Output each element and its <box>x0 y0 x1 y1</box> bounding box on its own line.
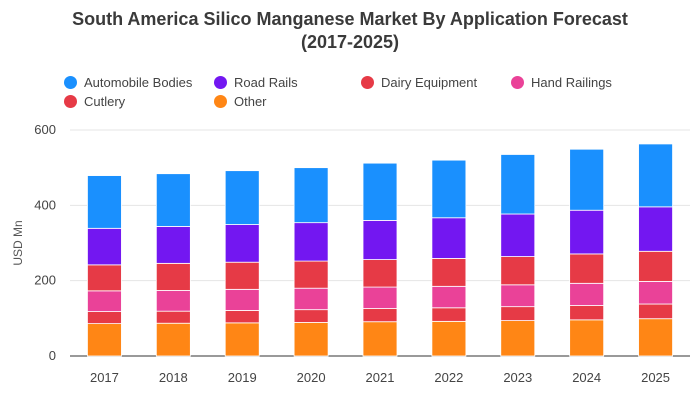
legend-swatch-icon <box>64 76 77 89</box>
bar-segment-dairy-equipment <box>500 256 536 286</box>
bar-segment-road-rails <box>87 227 122 266</box>
legend-item-other: Other <box>214 94 267 109</box>
x-tick-label: 2019 <box>228 370 257 385</box>
bar-segment-other <box>224 322 260 357</box>
bar-segment-road-rails <box>569 209 605 255</box>
bar-segment-dairy-equipment <box>638 250 673 282</box>
bar-segment-cutlery <box>362 308 398 323</box>
y-axis-title: USD Mn <box>11 220 25 265</box>
legend-label: Road Rails <box>234 75 298 90</box>
bar-segment-road-rails <box>155 226 191 264</box>
bar-segment-road-rails <box>224 224 260 263</box>
chart-title-line-1: South America Silico Manganese Market By… <box>72 9 628 29</box>
bar-segment-automobile-bodies <box>293 167 329 224</box>
legend-item-hand-railings: Hand Railings <box>511 75 612 90</box>
bar-segment-road-rails <box>638 206 673 252</box>
bar-segment-hand-railings <box>431 285 467 309</box>
legend-label: Other <box>234 94 267 109</box>
chart-legend: Automobile Bodies Road Rails Dairy Equipme… <box>64 75 664 115</box>
bar-segment-road-rails <box>362 219 398 260</box>
bar-segment-dairy-equipment <box>431 258 467 287</box>
bar-segment-hand-railings <box>87 290 122 312</box>
bar-segment-cutlery <box>569 305 605 321</box>
bar-segment-hand-railings <box>155 290 191 312</box>
bar-segment-cutlery <box>500 306 536 321</box>
bar-segment-automobile-bodies <box>569 148 605 211</box>
legend-item-dairy-equipment: Dairy Equipment <box>361 75 477 90</box>
bar-segment-hand-railings <box>638 281 673 305</box>
bar-segment-automobile-bodies <box>362 162 398 221</box>
bar-segment-other <box>638 318 673 357</box>
bar-segment-dairy-equipment <box>224 261 260 290</box>
bar-segment-road-rails <box>431 217 467 259</box>
bar-segment-other <box>155 322 191 357</box>
x-tick-label: 2022 <box>434 370 463 385</box>
bar-segment-automobile-bodies <box>638 143 673 208</box>
chart-title-line-2: (2017-2025) <box>300 32 400 52</box>
bar-segment-dairy-equipment <box>569 253 605 284</box>
bar-segment-automobile-bodies <box>87 175 122 229</box>
bar-segment-other <box>569 319 605 357</box>
bar-segment-cutlery <box>87 311 122 325</box>
bar-segment-other <box>431 320 467 357</box>
bar-segment-hand-railings <box>293 287 329 311</box>
bar-segment-hand-railings <box>500 284 536 308</box>
bar-segment-automobile-bodies <box>500 154 536 215</box>
legend-swatch-icon <box>511 76 524 89</box>
bar-segment-hand-railings <box>362 286 398 309</box>
x-tick-label: 2017 <box>90 370 119 385</box>
legend-swatch-icon <box>361 76 374 89</box>
legend-label: Automobile Bodies <box>84 75 193 90</box>
y-tick-label: 0 <box>49 348 56 363</box>
bar-segment-other <box>362 321 398 357</box>
bar-segment-automobile-bodies <box>431 159 467 219</box>
bar-segment-dairy-equipment <box>87 264 122 292</box>
bar-segment-cutlery <box>224 310 260 324</box>
y-tick-label: 400 <box>34 197 56 212</box>
bar-segment-dairy-equipment <box>362 259 398 288</box>
legend-item-cutlery: Cutlery <box>64 94 125 109</box>
bar-segment-hand-railings <box>224 288 260 311</box>
y-tick-label: 600 <box>34 122 56 137</box>
legend-swatch-icon <box>64 95 77 108</box>
x-tick-label: 2023 <box>503 370 532 385</box>
x-tick-label: 2018 <box>159 370 188 385</box>
bar-segment-other <box>293 322 329 357</box>
bar-segment-automobile-bodies <box>155 173 191 227</box>
legend-item-automobile-bodies: Automobile Bodies <box>64 75 192 90</box>
y-tick-label: 200 <box>34 273 56 288</box>
bar-segment-automobile-bodies <box>224 170 260 225</box>
bar-segment-cutlery <box>155 310 191 324</box>
x-tick-label: 2025 <box>641 370 670 385</box>
bar-segment-other <box>87 323 122 357</box>
bar-segment-cutlery <box>293 309 329 323</box>
x-tick-label: 2020 <box>297 370 326 385</box>
bar-segment-dairy-equipment <box>293 260 329 289</box>
bar-segment-other <box>500 320 536 357</box>
legend-swatch-icon <box>214 76 227 89</box>
bar-segment-hand-railings <box>569 282 605 306</box>
x-tick-label: 2024 <box>572 370 601 385</box>
bar-segment-dairy-equipment <box>155 262 191 291</box>
legend-label: Cutlery <box>84 94 126 109</box>
legend-swatch-icon <box>214 95 227 108</box>
legend-label: Dairy Equipment <box>381 75 478 90</box>
bar-segment-road-rails <box>500 213 536 257</box>
bar-segment-cutlery <box>431 307 467 322</box>
legend-item-road-rails: Road Rails <box>214 75 298 90</box>
legend-label: Hand Railings <box>531 75 612 90</box>
bar-segment-cutlery <box>638 303 673 320</box>
x-tick-label: 2021 <box>366 370 395 385</box>
chart-title: South America Silico Manganese Market By… <box>0 8 700 54</box>
bar-segment-road-rails <box>293 222 329 262</box>
